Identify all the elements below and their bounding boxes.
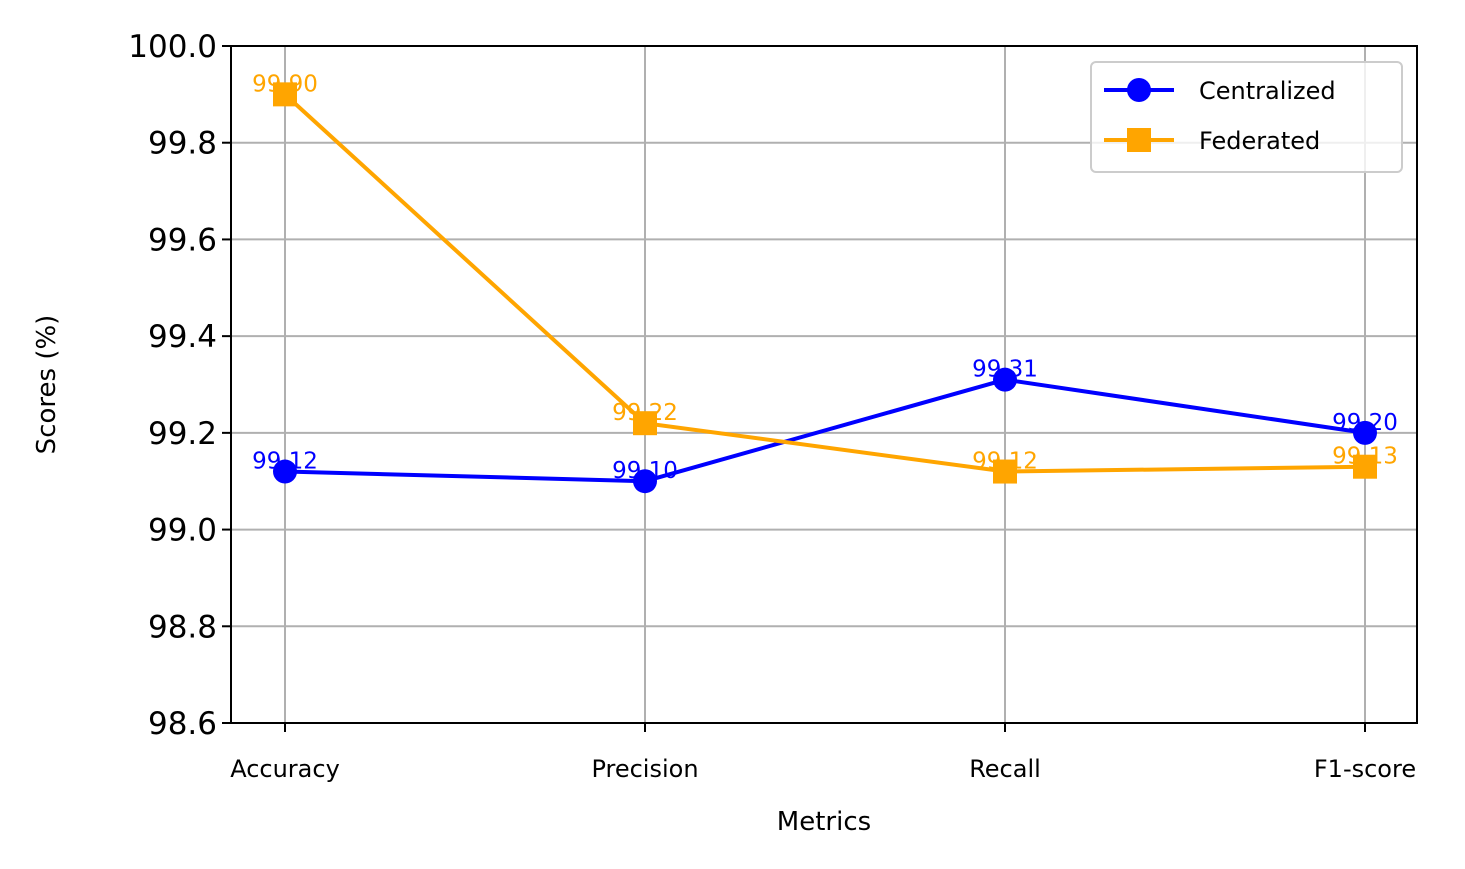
series-centralized: 99.12 99.10 99.31 99.20 (252, 357, 1398, 494)
data-point (1353, 420, 1377, 445)
x-tick-label: Recall (969, 755, 1041, 783)
data-point (633, 411, 657, 436)
data-point (633, 469, 657, 494)
x-axis-label: Metrics (777, 807, 871, 837)
plot-frame (230, 45, 1418, 724)
data-label: 99.20 (1332, 410, 1398, 436)
legend-label: Centralized (1199, 77, 1336, 105)
data-label: 99.12 (972, 449, 1038, 475)
y-tick-label: 99.0 (148, 513, 217, 549)
legend-marker (1127, 78, 1151, 102)
x-tick-label: Accuracy (230, 755, 340, 783)
y-axis-ticks: 98.6 98.8 99.0 99.2 99.4 99.6 99.8 100.0 (128, 29, 231, 742)
data-point (1353, 454, 1377, 479)
y-tick-label: 98.6 (148, 706, 217, 742)
data-label: 99.12 (252, 449, 318, 475)
data-point (273, 82, 297, 107)
x-tick-label: F1-score (1314, 755, 1416, 783)
data-point (993, 367, 1017, 392)
data-label: 99.90 (252, 71, 318, 97)
data-label: 99.10 (612, 458, 678, 484)
y-axis-label: Scores (%) (32, 315, 62, 455)
y-tick-label: 99.6 (148, 222, 217, 258)
legend: Centralized Federated (1090, 61, 1403, 173)
data-label: 99.13 (1332, 444, 1398, 470)
x-axis-ticks: Accuracy Precision Recall F1-score (230, 723, 1416, 783)
y-tick-label: 98.8 (148, 609, 217, 645)
data-point (993, 459, 1017, 484)
series-group: 99.12 99.10 99.31 99.20 99.90 99.22 99.12 99.13 (252, 71, 1398, 494)
y-tick-label: 99.2 (148, 416, 217, 452)
data-label: 99.22 (612, 400, 678, 426)
series-line (283, 92, 1366, 474)
legend-label: Federated (1199, 127, 1320, 155)
y-tick-label: 99.8 (148, 126, 217, 162)
x-tick-label: Precision (591, 755, 698, 783)
y-tick-label: 99.4 (148, 319, 217, 355)
data-point (273, 459, 297, 484)
series-federated: 99.90 99.22 99.12 99.13 (252, 71, 1398, 484)
legend-marker (1127, 128, 1151, 152)
series-line (284, 377, 1366, 484)
data-label: 99.31 (972, 357, 1038, 383)
y-tick-label: 100.0 (128, 29, 217, 65)
